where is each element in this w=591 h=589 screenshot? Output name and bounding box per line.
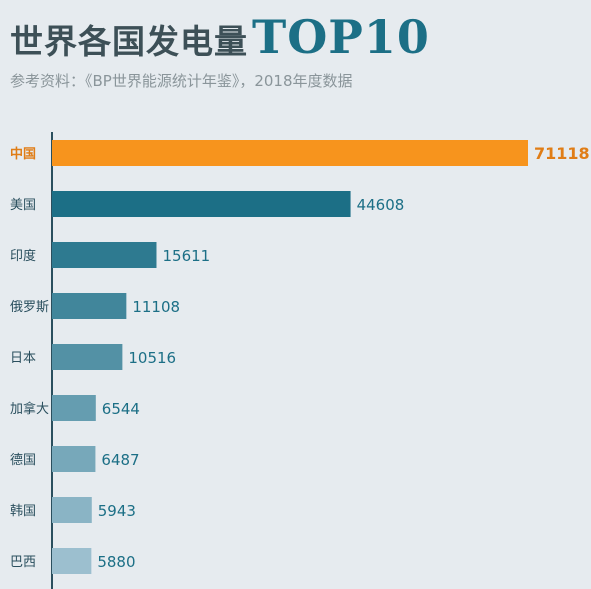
header: 世界各国发电量 TOP10 参考资料：《BP世界能源统计年鉴》，2018年度数据 — [10, 10, 430, 91]
bar-9 — [52, 548, 92, 574]
bar-1 — [52, 140, 528, 166]
source-note: 参考资料：《BP世界能源统计年鉴》，2018年度数据 — [10, 72, 353, 90]
title-chinese: 世界各国发电量 — [10, 22, 248, 61]
value-label: 5880 — [97, 553, 135, 571]
value-label: 71118 — [534, 144, 590, 163]
category-label: 印度 — [10, 248, 36, 264]
category-label: 德国 — [10, 453, 36, 468]
title-top10: TOP10 — [252, 10, 430, 64]
bar-7 — [52, 446, 96, 472]
bar-3 — [52, 242, 157, 268]
category-label: 韩国 — [10, 504, 36, 519]
category-label: 中国 — [10, 146, 36, 162]
value-label: 15611 — [162, 247, 210, 265]
value-label: 11108 — [132, 298, 180, 316]
category-label: 日本 — [10, 351, 36, 366]
category-label: 巴西 — [10, 555, 36, 570]
category-label: 加拿大 — [10, 401, 49, 417]
bar-8 — [52, 497, 92, 523]
page-title: 世界各国发电量 TOP10 — [10, 10, 430, 64]
category-label: 俄罗斯 — [10, 300, 49, 315]
bar-2 — [52, 191, 351, 217]
value-label: 10516 — [128, 349, 176, 367]
value-label: 6487 — [101, 451, 139, 469]
bar-6 — [52, 395, 96, 421]
bar-5 — [52, 344, 123, 370]
value-label: 5943 — [98, 502, 136, 520]
category-label: 美国 — [10, 198, 36, 213]
value-label: 44608 — [357, 196, 405, 214]
bar-4 — [52, 293, 127, 319]
value-label: 6544 — [102, 400, 140, 418]
